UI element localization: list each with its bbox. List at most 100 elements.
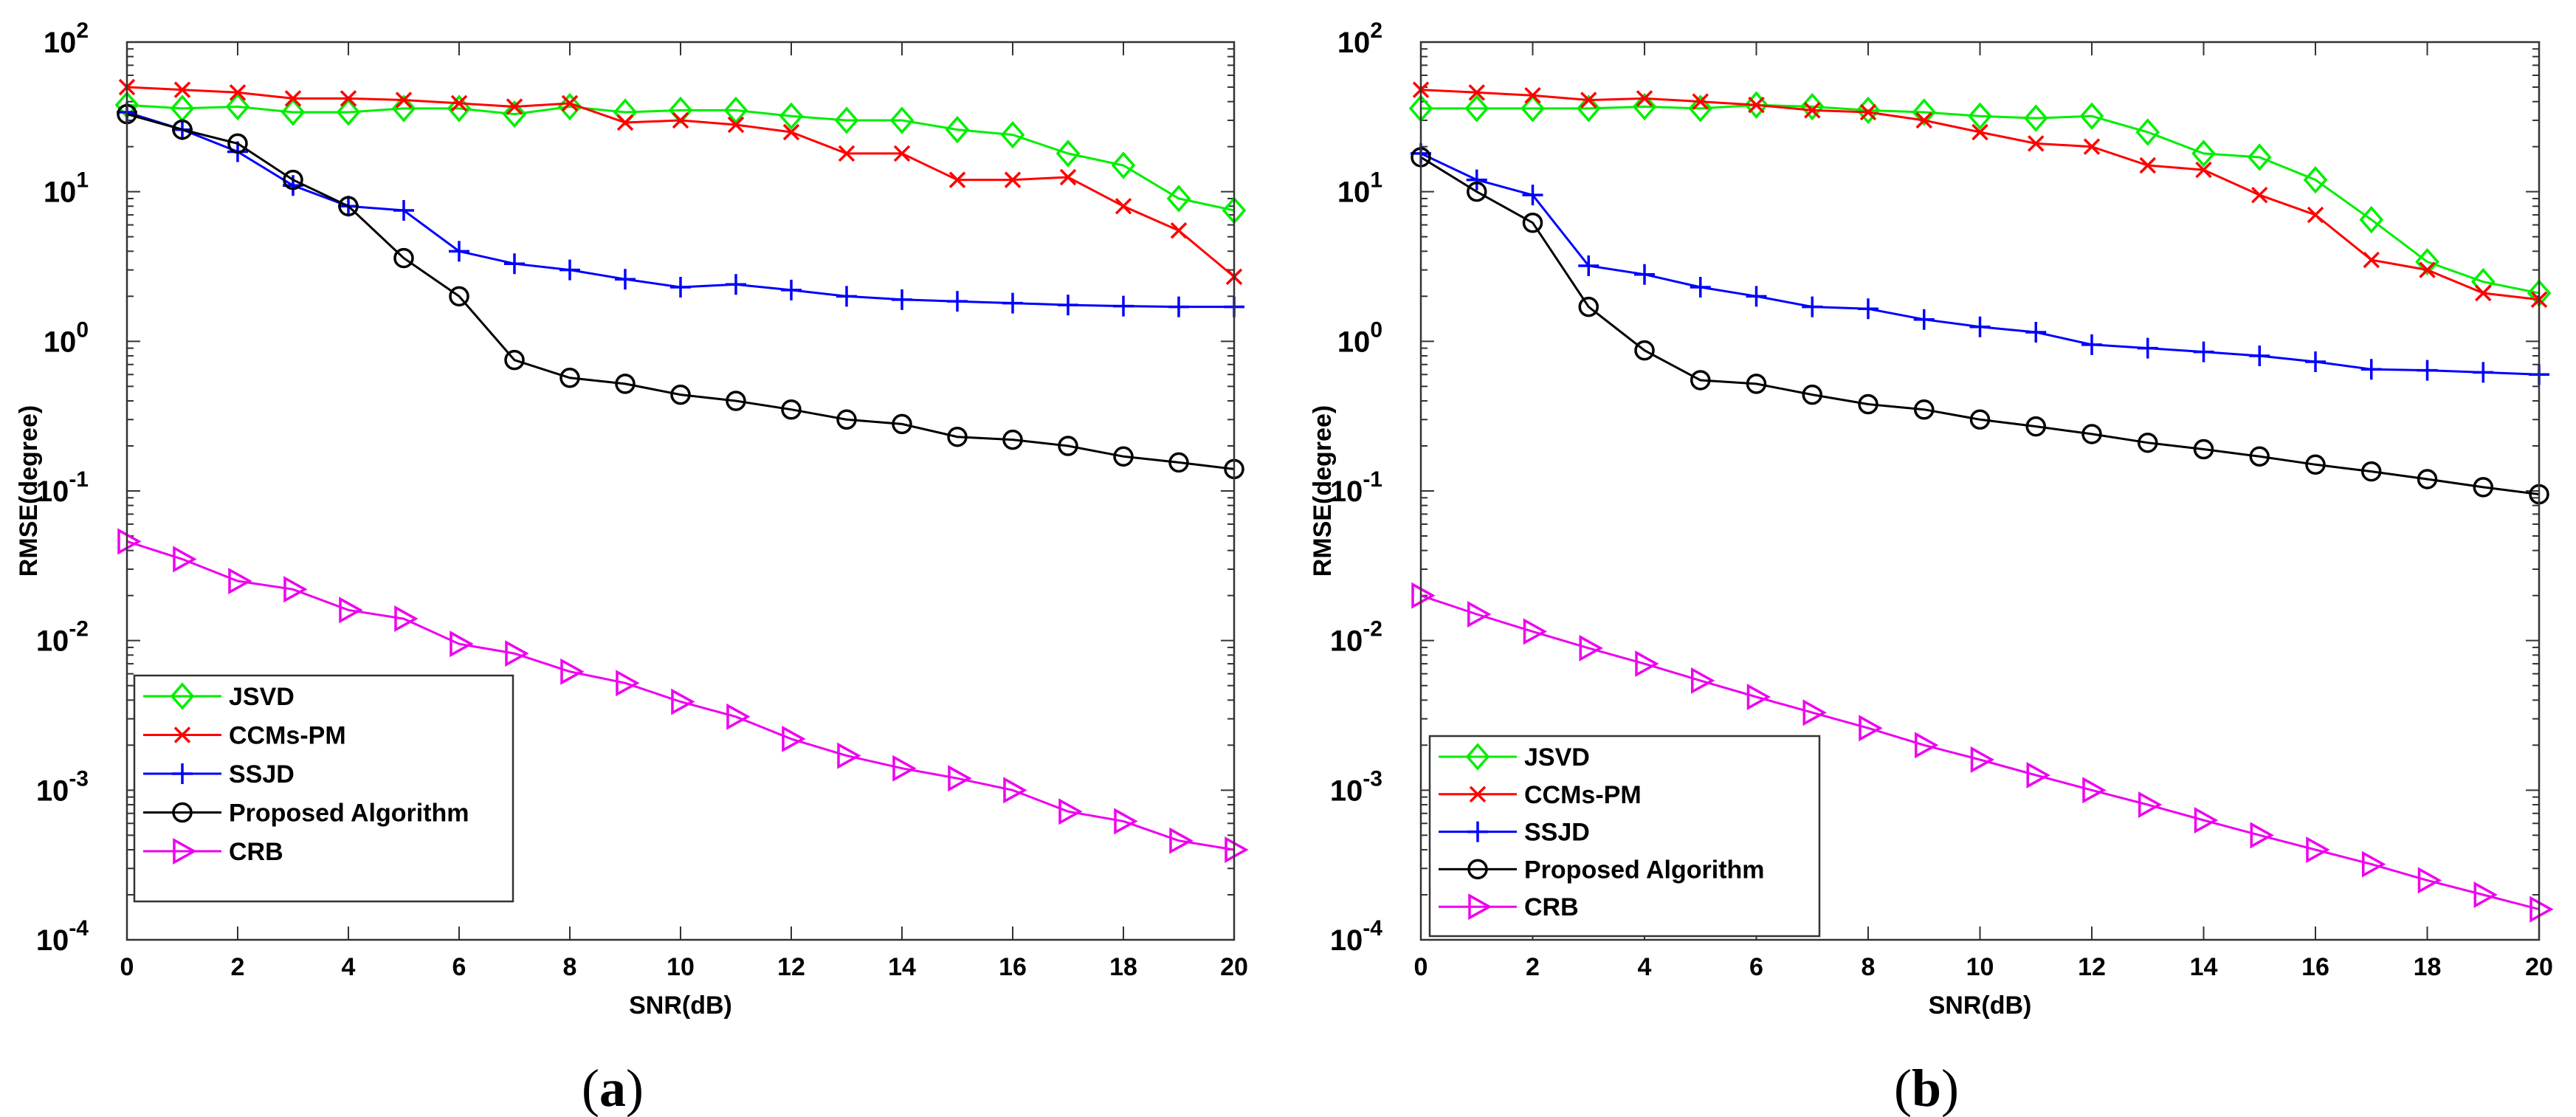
series-line-jsvd <box>1421 103 2540 295</box>
data-point-ssjd <box>2137 337 2158 359</box>
legend-marker-crb <box>1468 893 1492 921</box>
data-point-ccms-pm <box>1804 102 1821 119</box>
data-point-crb <box>671 688 695 715</box>
data-point-ssjd <box>1002 292 1023 314</box>
data-point-proposed-algorithm <box>781 399 802 420</box>
legend-label-proposed-algorithm: Proposed Algorithm <box>1524 856 1765 884</box>
data-point-jsvd <box>945 115 970 144</box>
series-line-crb <box>1420 594 2540 911</box>
data-point-proposed-algorithm <box>559 368 580 388</box>
data-point-crb <box>1467 601 1492 628</box>
data-point-ssjd <box>2081 334 2102 355</box>
axes-frame <box>125 41 1236 941</box>
data-point-ssjd <box>559 259 580 281</box>
data-point-crb <box>1114 808 1138 835</box>
x-axis-label: SNR(dB) <box>1929 991 2032 1020</box>
legend-box <box>1428 735 1821 938</box>
data-point-crb <box>726 703 751 730</box>
data-point-proposed-algorithm <box>615 374 636 394</box>
data-point-ssjd <box>1466 169 1487 190</box>
data-point-ccms-pm <box>616 114 634 131</box>
data-point-jsvd <box>1576 94 1601 123</box>
y-tick-label: 10-1 <box>36 467 89 508</box>
data-point-crb <box>1523 618 1548 645</box>
data-point-ssjd <box>1858 298 1878 320</box>
y-tick-label: 10-3 <box>1330 766 1382 807</box>
x-axis-label: SNR(dB) <box>629 991 732 1020</box>
legend-marker-ccms-pm <box>173 726 191 743</box>
data-point-jsvd <box>1912 98 1937 126</box>
data-point-ccms-pm <box>1636 90 1653 107</box>
data-point-proposed-algorithm <box>2193 439 2214 460</box>
data-point-ccms-pm <box>1971 123 1988 141</box>
legend-marker-jsvd <box>170 682 195 710</box>
data-point-ssjd <box>892 289 912 310</box>
data-point-proposed-algorithm <box>2361 461 2382 482</box>
data-point-jsvd <box>779 102 804 130</box>
data-point-jsvd <box>1688 94 1713 123</box>
data-point-proposed-algorithm <box>1969 409 1991 430</box>
data-point-ssjd <box>2193 341 2214 362</box>
data-point-proposed-algorithm <box>2473 477 2493 498</box>
data-point-ccms-pm <box>1115 198 1132 215</box>
data-point-proposed-algorithm <box>1634 340 1655 361</box>
data-point-crb <box>1003 777 1027 804</box>
x-tick-label: 14 <box>888 953 916 981</box>
data-point-crb <box>616 670 640 697</box>
data-point-ccms-pm <box>561 94 579 112</box>
data-point-proposed-algorithm <box>836 409 857 430</box>
data-point-proposed-algorithm <box>2025 416 2046 437</box>
data-point-crb <box>837 742 861 769</box>
data-point-ccms-pm <box>2195 161 2212 179</box>
panel-caption-a: (a) <box>582 1059 644 1117</box>
data-point-crb <box>1579 634 1603 661</box>
data-point-proposed-algorithm <box>2417 469 2438 489</box>
data-point-ccms-pm <box>1692 93 1709 110</box>
data-point-crb <box>394 605 419 633</box>
data-point-crb <box>892 755 917 782</box>
data-point-crb <box>2194 807 2219 834</box>
data-point-proposed-algorithm <box>1802 384 1822 405</box>
data-point-jsvd <box>834 106 859 134</box>
data-point-crb <box>2082 777 2107 804</box>
data-point-jsvd <box>280 98 306 126</box>
data-point-proposed-algorithm <box>1914 399 1935 420</box>
data-point-ssjd <box>836 286 857 307</box>
data-point-ssjd <box>1634 264 1655 285</box>
y-axis-label: RMSE(degree) <box>15 405 43 577</box>
x-tick-label: 8 <box>1862 953 1876 981</box>
data-point-ccms-pm <box>1468 84 1485 101</box>
x-tick-label: 6 <box>452 953 466 981</box>
data-point-jsvd <box>2023 104 2048 132</box>
data-point-ssjd <box>947 291 968 312</box>
data-point-proposed-algorithm <box>1746 374 1767 394</box>
data-point-ssjd <box>1802 296 1823 317</box>
data-point-ccms-pm <box>395 92 413 109</box>
x-tick-label: 8 <box>563 953 577 981</box>
legend-label-jsvd: JSVD <box>1524 743 1590 771</box>
x-tick-label: 10 <box>667 953 695 981</box>
data-point-crb <box>2250 822 2274 849</box>
axes-frame <box>1419 41 2541 941</box>
data-point-crb <box>2138 791 2163 818</box>
series-line-proposed-algorithm <box>126 113 1235 470</box>
data-point-jsvd <box>2415 247 2439 276</box>
data-point-jsvd <box>225 92 250 121</box>
legend-marker-proposed-algorithm <box>1467 859 1488 880</box>
x-tick-label: 0 <box>120 953 134 981</box>
data-point-jsvd <box>723 96 748 125</box>
data-point-ssjd <box>2417 360 2438 381</box>
panel-caption-b: (b) <box>1894 1059 1959 1117</box>
data-point-ssjd <box>1746 286 1767 307</box>
legend-label-crb: CRB <box>229 838 283 866</box>
x-tick-label: 20 <box>1220 953 1248 981</box>
data-point-proposed-algorithm <box>1690 370 1711 391</box>
y-tick-label: 101 <box>44 168 89 209</box>
x-tick-label: 4 <box>1638 953 1652 981</box>
data-point-crb <box>1859 715 1883 742</box>
data-point-jsvd <box>1744 91 1769 119</box>
data-point-jsvd <box>2135 118 2160 146</box>
data-point-ssjd <box>2360 359 2382 380</box>
data-point-ssjd <box>393 199 414 221</box>
data-point-crb <box>2362 850 2386 878</box>
